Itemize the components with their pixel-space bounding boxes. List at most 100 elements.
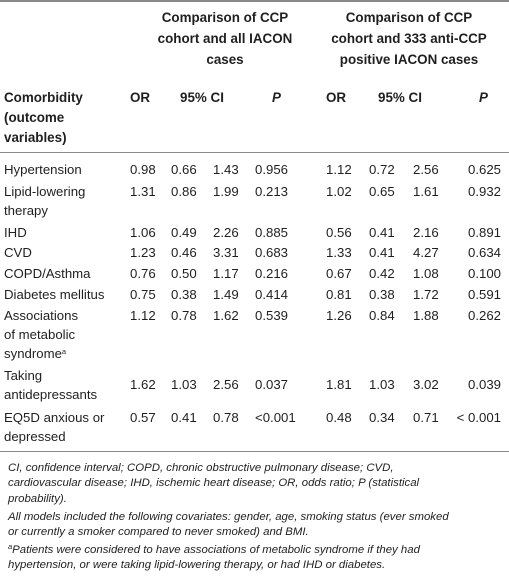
or-right: 0.56 bbox=[326, 225, 352, 240]
ci-low-right: 0.42 bbox=[369, 266, 395, 281]
row-label-cont: antidepressants bbox=[4, 387, 98, 402]
ci-low-left: 0.86 bbox=[171, 184, 197, 199]
ci-low-left: 0.49 bbox=[171, 225, 197, 240]
row-label: Hypertension bbox=[4, 162, 82, 177]
ci-low-left: 0.46 bbox=[171, 245, 197, 260]
header-p-right: P bbox=[479, 90, 488, 105]
ci-high-right: 1.08 bbox=[413, 266, 439, 281]
or-left: 1.12 bbox=[130, 308, 156, 323]
header-or-right: OR bbox=[326, 90, 347, 105]
ci-low-right: 0.41 bbox=[369, 225, 395, 240]
ci-high-left: 1.17 bbox=[213, 266, 239, 281]
p-right: 0.891 bbox=[467, 225, 501, 240]
or-right: 0.48 bbox=[326, 410, 352, 425]
ci-low-left: 1.03 bbox=[171, 377, 197, 392]
group-header-left-3: cases bbox=[206, 52, 244, 67]
p-right: 0.634 bbox=[467, 245, 501, 260]
row-label: COPD/Asthma bbox=[4, 266, 91, 281]
or-left: 1.23 bbox=[130, 245, 156, 260]
ci-high-right: 1.88 bbox=[413, 308, 439, 323]
p-right: 0.625 bbox=[467, 162, 501, 177]
footnote-covariates: All models included the following covari… bbox=[8, 511, 449, 539]
p-right: 0.100 bbox=[467, 266, 501, 281]
ci-high-right: 2.16 bbox=[413, 225, 439, 240]
or-right: 0.81 bbox=[326, 287, 352, 302]
p-left: 0.216 bbox=[255, 266, 289, 281]
p-left: 0.885 bbox=[255, 225, 289, 240]
row-label: CVD bbox=[4, 245, 32, 260]
p-left: 0.414 bbox=[255, 287, 289, 302]
ci-low-right: 0.65 bbox=[369, 184, 395, 199]
p-left: 0.683 bbox=[255, 245, 289, 260]
row-label-cont: of metabolic bbox=[4, 327, 76, 342]
p-right: 0.932 bbox=[467, 184, 501, 199]
ci-low-left: 0.66 bbox=[171, 162, 197, 177]
ci-low-right: 0.84 bbox=[369, 308, 395, 323]
p-left: 0.956 bbox=[255, 162, 289, 177]
ci-low-right: 0.38 bbox=[369, 287, 395, 302]
ci-high-right: 1.72 bbox=[413, 287, 439, 302]
row-label: Associations bbox=[4, 308, 79, 323]
or-left: 0.76 bbox=[130, 266, 156, 281]
p-left: 0.213 bbox=[255, 184, 289, 199]
ci-high-left: 2.56 bbox=[213, 377, 239, 392]
ci-high-right: 1.61 bbox=[413, 184, 439, 199]
ci-high-left: 2.26 bbox=[213, 225, 239, 240]
row-label: Lipid-lowering bbox=[4, 184, 86, 199]
header-p-left: P bbox=[272, 90, 281, 105]
ci-low-left: 0.38 bbox=[171, 287, 197, 302]
footnote-a-mark: a bbox=[8, 542, 13, 551]
p-left: 0.539 bbox=[255, 308, 289, 323]
or-left: 0.98 bbox=[130, 162, 156, 177]
p-right: 0.591 bbox=[467, 287, 501, 302]
row-label: EQ5D anxious or bbox=[4, 410, 105, 425]
ci-high-left: 1.49 bbox=[213, 287, 239, 302]
or-left: 0.75 bbox=[130, 287, 156, 302]
footnote-abbreviations: CI, confidence interval; COPD, chronic o… bbox=[8, 462, 420, 505]
p-right: 0.039 bbox=[467, 377, 501, 392]
header-ci-left: 95% CI bbox=[180, 90, 224, 105]
ci-high-left: 1.62 bbox=[213, 308, 239, 323]
ci-high-left: 3.31 bbox=[213, 245, 239, 260]
footnote-a: aPatients were considered to have associ… bbox=[8, 542, 420, 572]
top-rule bbox=[0, 0, 509, 2]
group-header-right-1: Comparison of CCP bbox=[345, 10, 473, 25]
header-ci-right: 95% CI bbox=[378, 90, 422, 105]
header-comorbidity-1: Comorbidity bbox=[4, 90, 83, 105]
or-right: 0.67 bbox=[326, 266, 352, 281]
p-left: <0.001 bbox=[255, 410, 296, 425]
p-right: < 0.001 bbox=[456, 410, 501, 425]
ci-low-left: 0.78 bbox=[171, 308, 197, 323]
ci-high-right: 0.71 bbox=[413, 410, 439, 425]
row-label: Taking bbox=[4, 368, 43, 383]
ci-low-right: 0.72 bbox=[369, 162, 395, 177]
p-left: 0.037 bbox=[255, 377, 289, 392]
ci-high-right: 4.27 bbox=[413, 245, 439, 260]
or-right: 1.02 bbox=[326, 184, 352, 199]
ci-low-left: 0.41 bbox=[171, 410, 197, 425]
or-left: 1.62 bbox=[130, 377, 156, 392]
row-label-cont: depressed bbox=[4, 429, 66, 444]
header-comorbidity-2: (outcome bbox=[4, 110, 65, 125]
ci-low-right: 1.03 bbox=[369, 377, 395, 392]
ci-high-right: 2.56 bbox=[413, 162, 439, 177]
group-header-left-1: Comparison of CCP bbox=[161, 10, 289, 25]
or-right: 1.33 bbox=[326, 245, 352, 260]
group-header-right-2: cohort and 333 anti-CCP bbox=[331, 31, 487, 46]
bottom-rule bbox=[0, 451, 509, 452]
or-left: 1.31 bbox=[130, 184, 156, 199]
ci-low-right: 0.34 bbox=[369, 410, 395, 425]
p-right: 0.262 bbox=[467, 308, 501, 323]
or-left: 0.57 bbox=[130, 410, 156, 425]
footnote-a-marker: a bbox=[61, 347, 67, 356]
or-right: 1.81 bbox=[326, 377, 352, 392]
ci-low-right: 0.41 bbox=[369, 245, 395, 260]
ci-high-left: 1.43 bbox=[213, 162, 239, 177]
row-label: IHD bbox=[4, 225, 27, 240]
ci-high-right: 3.02 bbox=[413, 377, 439, 392]
or-left: 1.06 bbox=[130, 225, 156, 240]
ci-high-left: 0.78 bbox=[213, 410, 239, 425]
ci-high-left: 1.99 bbox=[213, 184, 239, 199]
ci-low-left: 0.50 bbox=[171, 266, 197, 281]
header-or-left: OR bbox=[130, 90, 151, 105]
